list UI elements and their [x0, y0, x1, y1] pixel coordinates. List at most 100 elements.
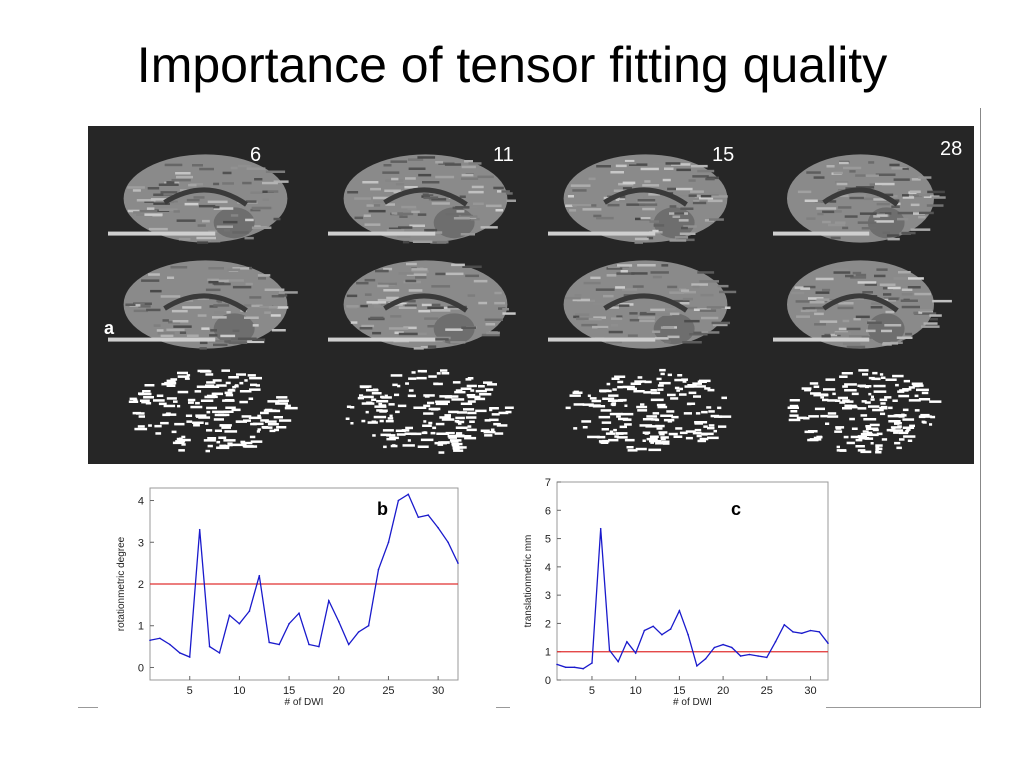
x-tick-label-b: 15	[283, 685, 295, 697]
data-point-b	[218, 652, 221, 654]
data-point-b	[278, 643, 281, 646]
data-point-c	[661, 633, 663, 636]
mri-slice-r3-c4	[787, 369, 942, 454]
data-point-b	[298, 612, 300, 614]
chart-c-translation: 5 10 15 20 25 30 0 1 2 3 4 5 6 7 # of DWI translationme…	[523, 477, 829, 708]
data-point-b	[208, 645, 211, 648]
data-point-b	[457, 562, 459, 564]
data-point-b	[248, 610, 251, 612]
data-point-c	[608, 649, 611, 652]
figure-border-bottom-right	[826, 707, 980, 708]
mri-slice-r2-c2	[328, 260, 516, 350]
y-tick-label-c: 3	[545, 590, 551, 602]
data-point-c	[722, 643, 724, 646]
data-point-b	[377, 568, 380, 571]
data-point-b	[268, 641, 271, 644]
y-tick-label-b: 3	[138, 537, 144, 549]
data-point-c	[783, 624, 786, 626]
data-point-c	[573, 666, 576, 669]
mri-slice-r2-c1	[108, 260, 298, 350]
data-point-c	[582, 667, 584, 670]
x-tick-label-c: 10	[630, 685, 642, 697]
y-axis-label-c: translationmetric mm	[523, 535, 534, 628]
mri-image-grid	[108, 154, 952, 454]
series-line-c-0	[556, 528, 829, 670]
x-tick-label-b: 25	[382, 685, 394, 697]
data-point-b	[308, 643, 310, 646]
mri-slice-r3-c1	[128, 369, 298, 453]
figure-border-bottom-mid	[496, 707, 510, 708]
data-point-b	[238, 622, 241, 625]
data-point-b	[318, 645, 320, 648]
y-tick-label-c: 1	[545, 647, 551, 659]
data-point-c	[748, 653, 751, 656]
data-point-b	[417, 516, 420, 518]
panel-label-c: c	[731, 499, 741, 519]
mri-slice-r2-c3	[548, 260, 737, 349]
mri-figure-panel-a	[88, 126, 974, 464]
x-axis-label-b: # of DWI	[285, 697, 324, 708]
data-point-c	[818, 631, 821, 633]
data-point-b	[447, 541, 449, 544]
panel-label-a: a	[104, 318, 115, 338]
x-tick-label-b: 20	[333, 685, 345, 697]
data-point-b	[357, 631, 360, 633]
x-tick-label-c: 5	[589, 685, 595, 697]
data-point-b	[228, 614, 231, 617]
data-point-b	[198, 528, 201, 531]
slide-title: Importance of tensor fitting quality	[136, 37, 888, 93]
figure-border-right	[980, 108, 981, 708]
y-tick-label-c: 6	[545, 505, 551, 517]
data-point-c	[599, 527, 602, 530]
mri-slice-r3-c2	[345, 369, 514, 454]
data-point-c	[591, 662, 593, 664]
figure-border-bottom-left	[78, 707, 98, 708]
data-point-c	[626, 641, 628, 643]
mri-slice-r1-c1	[108, 154, 289, 244]
data-point-c	[801, 632, 803, 635]
data-point-c	[687, 633, 689, 636]
data-point-b	[188, 656, 191, 658]
y-tick-label-b: 1	[138, 621, 144, 633]
data-point-c	[757, 655, 759, 657]
data-point-b	[437, 526, 439, 529]
data-point-c	[766, 656, 768, 659]
x-tick-label-c: 25	[761, 685, 773, 697]
data-point-c	[731, 646, 733, 649]
y-tick-label-c: 0	[545, 675, 551, 687]
data-point-c	[556, 663, 558, 666]
x-axis-label-c: # of DWI	[673, 697, 712, 708]
mri-slice-r1-c2	[328, 154, 516, 244]
data-point-b	[159, 637, 161, 640]
data-point-b	[347, 643, 350, 646]
y-tick-label-c: 2	[545, 618, 551, 630]
y-tick-label-c: 5	[545, 534, 551, 546]
data-point-c	[792, 631, 794, 633]
data-point-c	[827, 642, 829, 644]
data-point-c	[713, 646, 716, 649]
mri-slice-r1-c4	[773, 154, 946, 243]
column-label-11: 11	[493, 144, 514, 166]
column-label-6: 6	[250, 144, 262, 166]
panel-label-b: b	[377, 499, 388, 519]
data-point-c	[739, 655, 742, 657]
y-tick-label-b: 4	[138, 496, 144, 508]
series-line-b-0	[149, 493, 459, 658]
data-point-c	[704, 658, 707, 660]
x-tick-label-b: 5	[187, 685, 193, 697]
data-point-c	[669, 628, 672, 630]
y-tick-label-c: 7	[545, 477, 551, 489]
data-point-b	[397, 499, 400, 502]
column-label-15: 15	[712, 144, 735, 166]
column-label-28: 28	[940, 138, 963, 160]
data-point-b	[328, 599, 330, 602]
x-tick-label-c: 15	[673, 685, 685, 697]
plot-frame-c	[556, 481, 829, 681]
x-tick-label-b: 10	[233, 685, 245, 697]
data-point-b	[288, 622, 290, 625]
x-tick-label-c: 30	[804, 685, 816, 697]
data-point-b	[387, 541, 390, 544]
data-point-c	[643, 629, 646, 632]
mri-slice-r3-c3	[565, 368, 732, 452]
